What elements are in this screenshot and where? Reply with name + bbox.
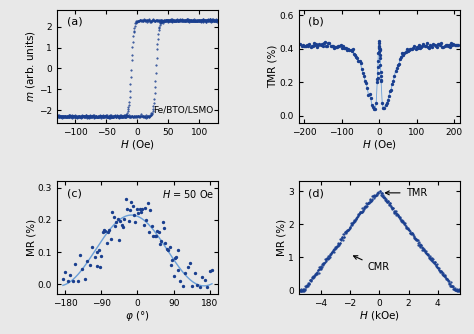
X-axis label: $H$ (kOe): $H$ (kOe) xyxy=(359,309,400,322)
Text: CMR: CMR xyxy=(354,256,390,273)
Text: (b): (b) xyxy=(308,17,324,27)
X-axis label: $H$ (Oe): $H$ (Oe) xyxy=(120,138,155,151)
Text: TMR: TMR xyxy=(385,188,427,198)
X-axis label: $\varphi$ (°): $\varphi$ (°) xyxy=(125,309,150,323)
Text: (c): (c) xyxy=(66,188,82,198)
Text: (a): (a) xyxy=(66,17,82,27)
Y-axis label: MR (%): MR (%) xyxy=(26,219,36,256)
Y-axis label: MR (%): MR (%) xyxy=(277,219,287,256)
Text: $H$ = 50 Oe: $H$ = 50 Oe xyxy=(163,188,215,200)
Text: (d): (d) xyxy=(308,188,324,198)
Y-axis label: TMR (%): TMR (%) xyxy=(268,45,278,88)
Y-axis label: $m$ (arb. units): $m$ (arb. units) xyxy=(24,30,37,102)
Text: Fe/BTO/LSMO: Fe/BTO/LSMO xyxy=(153,106,213,115)
X-axis label: $H$ (Oe): $H$ (Oe) xyxy=(362,138,397,151)
